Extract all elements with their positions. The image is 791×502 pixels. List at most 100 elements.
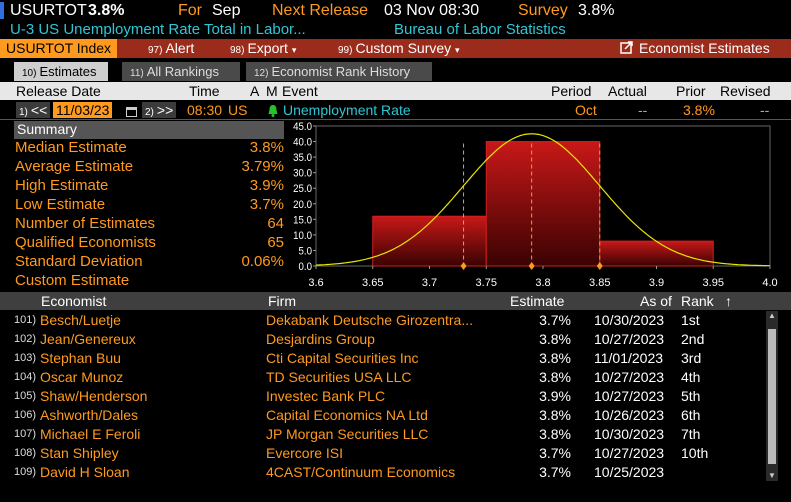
summary-row: Low Estimate 3.7% (15, 196, 284, 213)
firm-name[interactable]: Investec Bank PLC (266, 388, 386, 404)
firm-name[interactable]: TD Securities USA LLC (266, 369, 412, 385)
economist-name[interactable]: Ashworth/Dales (40, 407, 139, 423)
summary-row: Custom Estimate (15, 272, 130, 289)
next-release-button[interactable]: 2) >> (142, 102, 177, 118)
event-link[interactable]: Unemployment Rate (283, 102, 411, 118)
summary-title: Summary (14, 121, 284, 139)
release-revised: -- (760, 102, 770, 118)
release-prior: 3.8% (683, 102, 715, 118)
prev-release-button[interactable]: 1) << (16, 102, 51, 118)
table-row[interactable]: 103) Stephan Buu Cti Capital Securities … (14, 349, 766, 368)
custom-survey-menu[interactable]: 99) Custom Survey ▾ (338, 40, 460, 56)
firm-name[interactable]: JP Morgan Securities LLC (266, 426, 429, 442)
x-tick-label: 3.6 (308, 277, 323, 289)
histogram-bar (485, 141, 601, 267)
scroll-thumb[interactable] (768, 329, 776, 464)
y-tick-label: 30.0 (293, 168, 312, 180)
tab-economist-rank-history[interactable]: 12) Economist Rank History (246, 62, 432, 81)
economist-name[interactable]: Besch/Luetje (40, 312, 121, 328)
firm-name[interactable]: Capital Economics NA Ltd (266, 407, 428, 423)
index-button[interactable]: USURTOT Index (0, 39, 118, 58)
series-description: U-3 US Unemployment Rate Total in Labor.… (10, 21, 306, 38)
scroll-up-icon[interactable]: ▲ (768, 311, 776, 320)
economist-name[interactable]: Michael E Feroli (40, 426, 141, 442)
x-tick-label: 3.8 (535, 277, 550, 289)
release-date-field[interactable]: 11/03/23 (53, 102, 113, 118)
col-actual: Actual (608, 83, 647, 99)
histogram-bar (599, 240, 714, 267)
quote-line: USURTOT 3.8% For Sep Next Release 03 Nov… (0, 0, 791, 22)
col-estimate[interactable]: Estimate (510, 293, 565, 309)
table-row[interactable]: 108) Stan Shipley Evercore ISI 3.7% 10/2… (14, 445, 709, 461)
col-prior: Prior (676, 83, 706, 99)
table-row[interactable]: 105) Shaw/Henderson Investec Bank PLC 3.… (14, 387, 766, 406)
estimate-marker-diamond (460, 262, 467, 270)
col-m: M (266, 83, 278, 99)
survey-value: 3.8% (578, 2, 615, 19)
summary-row: Median Estimate 3.8% (15, 139, 284, 156)
col-release-date: Release Date (16, 83, 101, 99)
economist-name[interactable]: Oscar Munoz (40, 369, 124, 385)
economist-name[interactable]: Stephan Buu (40, 350, 121, 366)
data-source: Bureau of Labor Statistics (394, 21, 566, 38)
estimate-distribution-chart: 0.0 5.0 10.0 15.0 20.0 25.0 30.0 35.0 40.0 45.0 3.… (293, 122, 777, 289)
col-firm[interactable]: Firm (268, 293, 296, 309)
menu-bar: USURTOT Index 97) Alert 98) Export ▾ 99) Cu… (0, 39, 791, 58)
accent-bar (0, 2, 4, 19)
table-row[interactable]: 102) Jean/Genereux Desjardins Group 3.8%… (14, 331, 705, 347)
firm-name[interactable]: Cti Capital Securities Inc (266, 350, 419, 366)
y-tick-label: 0.0 (299, 262, 313, 274)
col-event: Event (282, 83, 318, 99)
alert-menu[interactable]: 97) Alert (148, 40, 195, 56)
col-a: A (250, 83, 260, 99)
y-tick-label: 35.0 (293, 153, 312, 165)
scroll-down-icon[interactable]: ▼ (768, 471, 776, 480)
summary-row: Standard Deviation 0.06% (15, 253, 284, 270)
table-row[interactable]: 104) Oscar Munoz TD Securities USA LLC 3… (14, 369, 701, 385)
y-tick-label: 25.0 (293, 184, 312, 196)
table-scrollbar[interactable]: ▲ ▼ (766, 311, 778, 481)
bell-icon[interactable] (268, 104, 278, 120)
economist-name[interactable]: David H Sloan (40, 464, 130, 480)
firm-name[interactable]: Evercore ISI (266, 445, 344, 461)
chevron-down-icon: ▾ (455, 45, 460, 55)
firm-name[interactable]: Dekabank Deutsche Girozentra... (266, 312, 473, 328)
tab-estimates[interactable]: 10) Estimates (14, 62, 108, 81)
x-tick-label: 4.0 (762, 277, 777, 289)
firm-name[interactable]: 4CAST/Continuum Economics (266, 464, 456, 480)
tab-all-rankings[interactable]: 11) All Rankings (122, 62, 240, 81)
economist-table-header: Economist Firm Estimate As of Rank ↑ (0, 292, 791, 310)
y-tick-label: 20.0 (293, 199, 312, 211)
release-time: 08:30 (187, 102, 223, 118)
economist-name[interactable]: Shaw/Henderson (40, 388, 148, 404)
col-as-of[interactable]: As of (640, 293, 672, 309)
release-row: 1) << 11/03/23 2) >> 08:30 US Unemployment… (0, 101, 791, 120)
export-menu[interactable]: 98) Export ▾ (230, 40, 297, 56)
economist-name[interactable]: Stan Shipley (40, 445, 119, 461)
economist-estimates-link[interactable]: Economist Estimates (620, 40, 770, 56)
external-link-icon (620, 41, 633, 54)
summary-row: High Estimate 3.9% (15, 177, 284, 194)
table-row[interactable]: 107) Michael E Feroli JP Morgan Securiti… (14, 425, 766, 444)
summary-row: Number of Estimates 64 (15, 215, 284, 232)
calendar-icon[interactable] (126, 104, 137, 120)
release-header: Release Date Time A M Event Period Actua… (0, 82, 791, 100)
sort-asc-icon[interactable]: ↑ (725, 293, 732, 309)
table-row[interactable]: 109) David H Sloan 4CAST/Continuum Econo… (14, 463, 766, 482)
col-time: Time (189, 83, 220, 99)
firm-name[interactable]: Desjardins Group (266, 331, 375, 347)
x-tick-label: 3.7 (422, 277, 437, 289)
col-economist[interactable]: Economist (41, 293, 107, 309)
col-rank[interactable]: Rank (681, 293, 714, 309)
economist-name[interactable]: Jean/Genereux (40, 331, 136, 347)
col-revised: Revised (720, 83, 771, 99)
x-tick-label: 3.65 (362, 277, 383, 289)
chevron-down-icon: ▾ (291, 45, 297, 55)
table-row[interactable]: 106) Ashworth/Dales Capital Economics NA… (14, 407, 701, 423)
y-tick-label: 15.0 (293, 215, 312, 227)
x-tick-label: 3.95 (703, 277, 724, 289)
next-release-label: Next Release (272, 2, 369, 19)
ticker-symbol: USURTOT (10, 2, 87, 19)
table-row[interactable]: 101) Besch/Luetje Dekabank Deutsche Giro… (14, 311, 766, 330)
release-country: US (228, 102, 248, 118)
